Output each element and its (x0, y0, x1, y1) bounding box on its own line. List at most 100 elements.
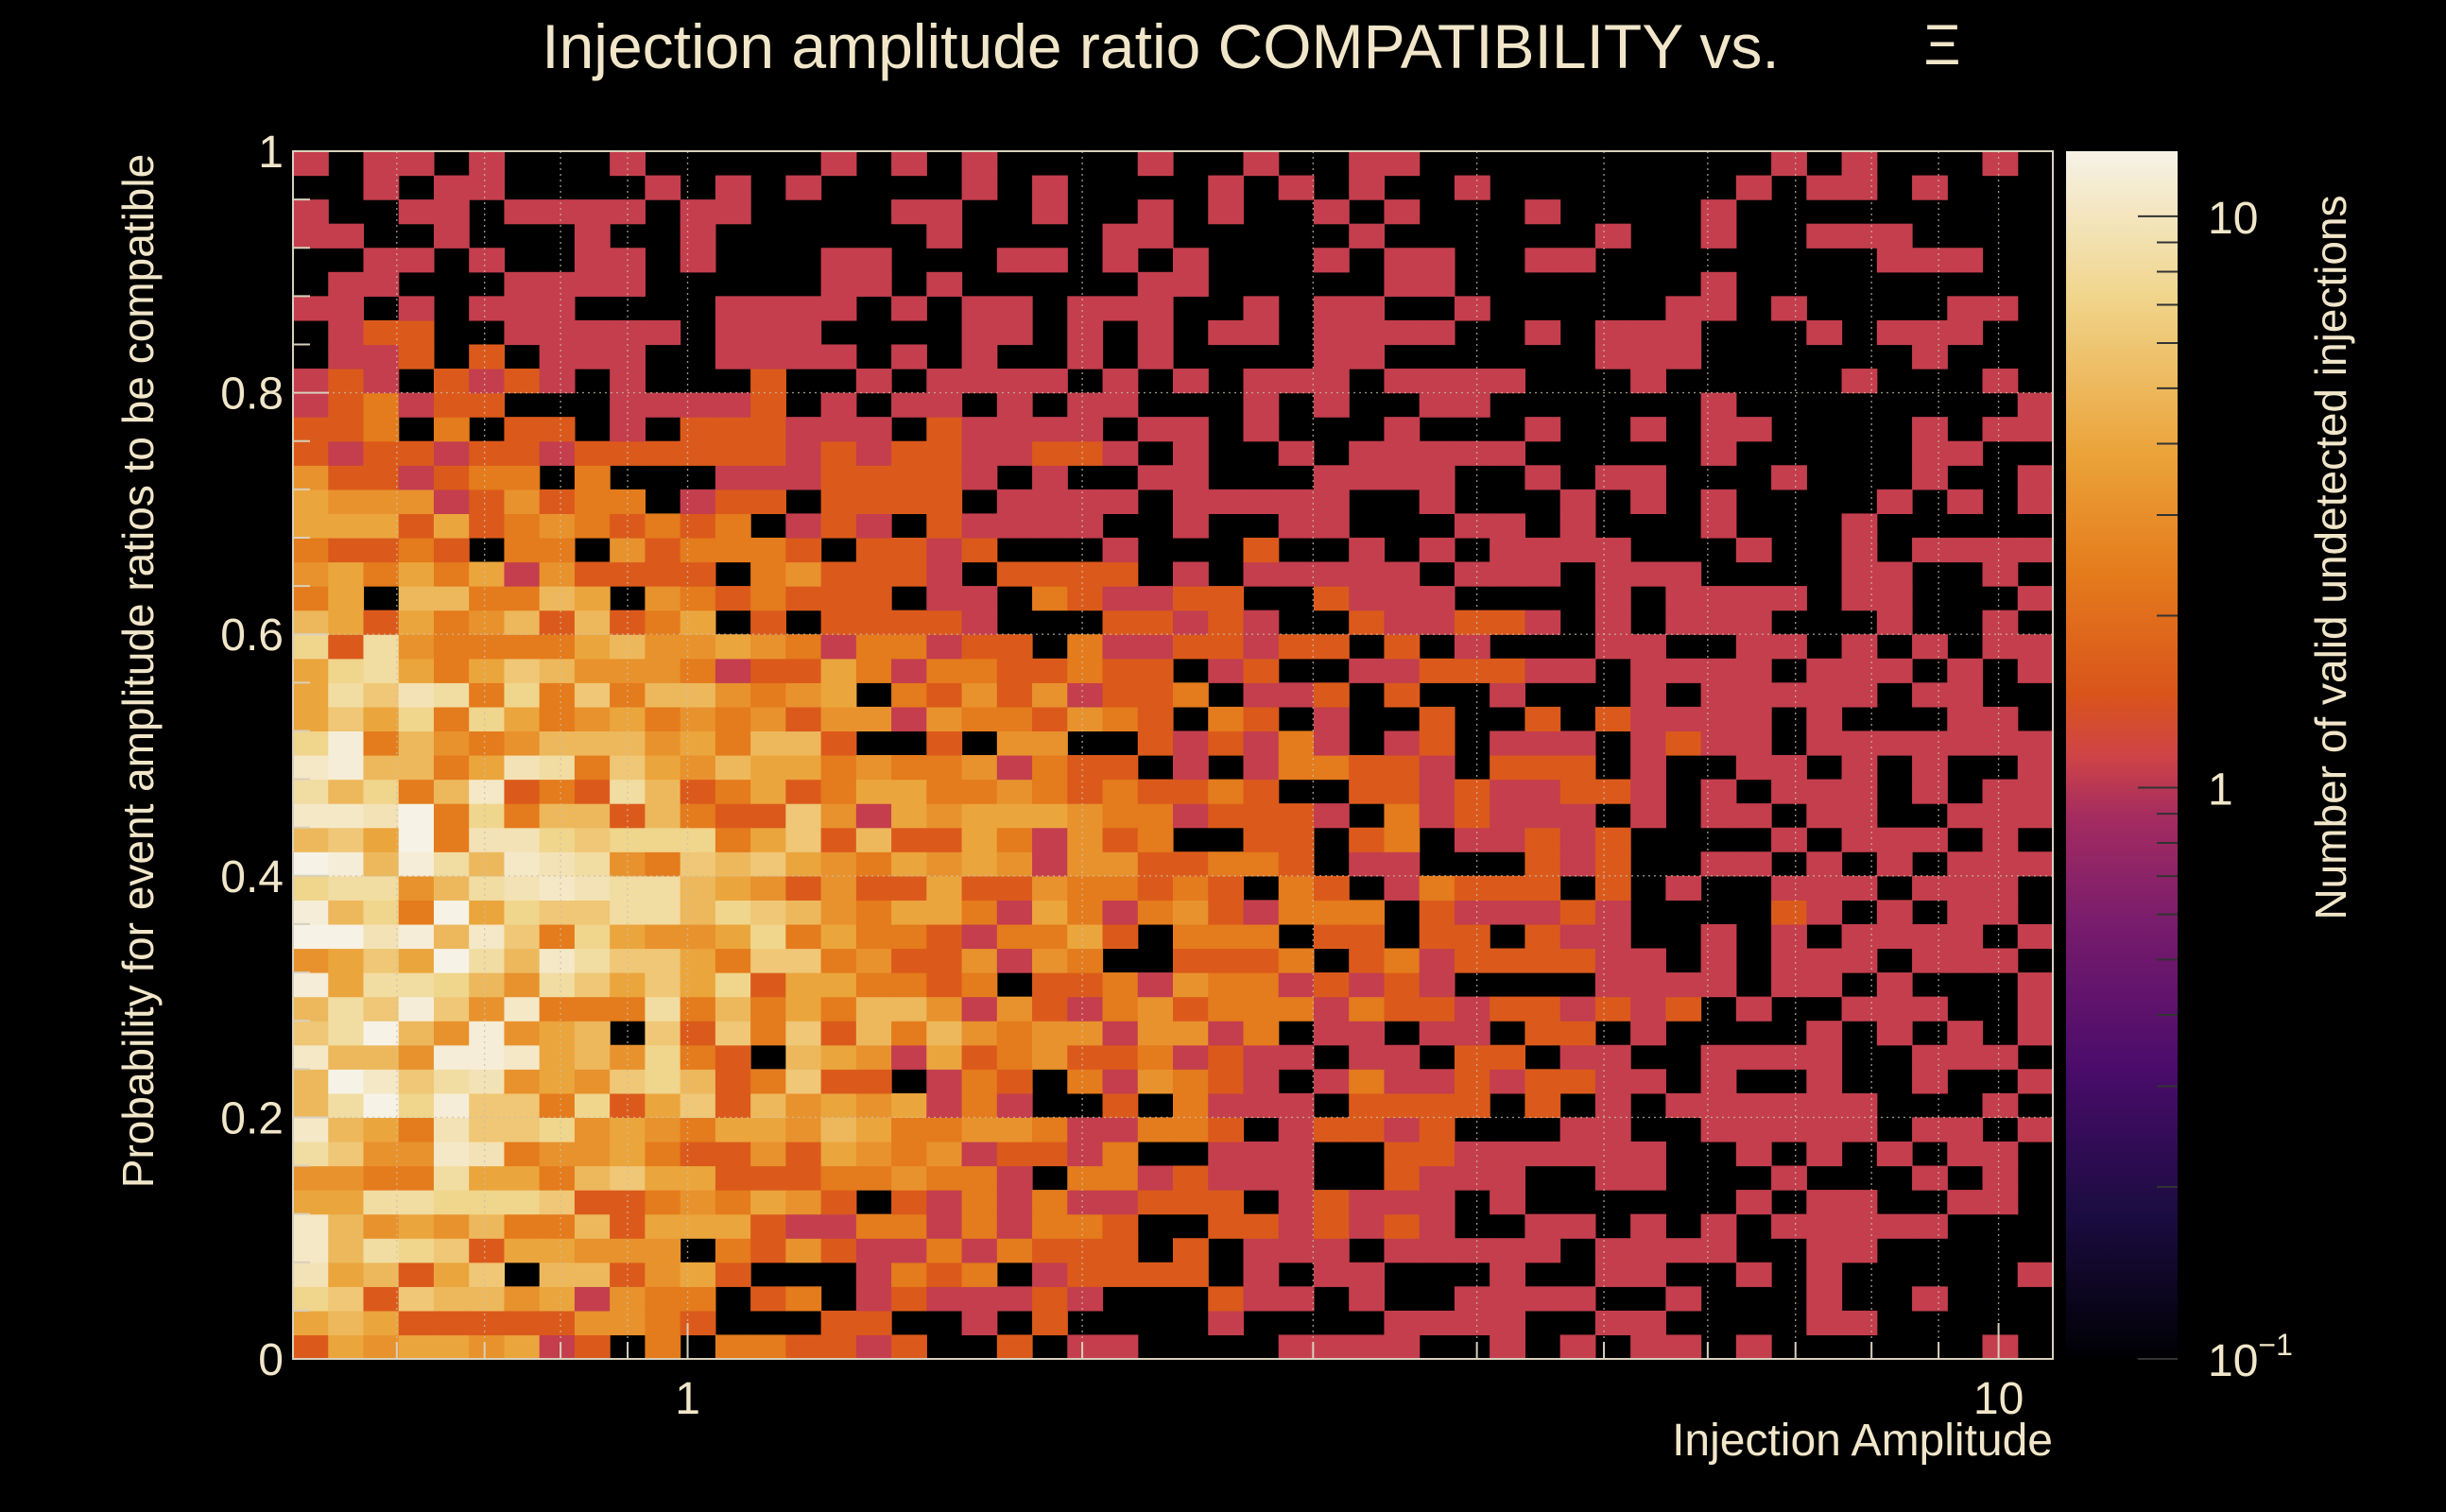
heatmap-bin (715, 1165, 751, 1191)
heatmap-bin (1102, 392, 1139, 418)
heatmap-bin (398, 755, 435, 781)
heatmap-bin (1982, 417, 2019, 442)
heatmap-bin (645, 682, 681, 708)
heatmap-bin (1349, 561, 1386, 587)
heatmap-bin (539, 271, 576, 297)
heatmap-bin (1278, 730, 1315, 756)
heatmap-bin (1454, 1286, 1490, 1312)
heatmap-bin (926, 1141, 963, 1167)
heatmap-bin (1173, 803, 1209, 829)
heatmap-bin (961, 900, 998, 925)
heatmap-bin (1559, 1286, 1596, 1312)
heatmap-bin (1806, 1141, 1843, 1167)
heatmap-bin (715, 1213, 751, 1239)
heatmap-bin (855, 465, 892, 490)
heatmap-bin (328, 1117, 365, 1143)
heatmap-bin (961, 827, 998, 852)
heatmap-bin (1419, 319, 1456, 346)
heatmap-bin (891, 1117, 927, 1143)
heatmap-bin (645, 1069, 681, 1094)
heatmap-bin (1559, 1117, 1596, 1143)
heatmap-bin (1349, 1213, 1386, 1239)
heatmap-bin (1278, 755, 1315, 781)
heatmap-bin (363, 610, 400, 635)
heatmap-bin (1102, 369, 1139, 394)
heatmap-bin (1947, 1044, 1984, 1070)
heatmap-bin (785, 296, 822, 321)
heatmap-bin (1594, 827, 1631, 852)
heatmap-bin (750, 827, 786, 852)
heatmap-bin (1419, 586, 1456, 611)
heatmap-bin (926, 537, 963, 563)
heatmap-bin (1137, 1044, 1174, 1070)
heatmap-bin (328, 803, 365, 829)
heatmap-bin (1982, 706, 2019, 732)
heatmap-bin (891, 779, 927, 804)
heatmap-bin (363, 1021, 400, 1046)
heatmap-bin (715, 1141, 751, 1167)
heatmap-bin (1173, 1069, 1209, 1094)
heatmap-bin (1982, 610, 2019, 635)
heatmap-bin (715, 996, 751, 1022)
heatmap-bin (891, 1286, 927, 1312)
heatmap-bin (1102, 1141, 1139, 1167)
heatmap-bin (504, 923, 541, 950)
heatmap-bin (1771, 682, 1807, 708)
heatmap-bin (1208, 1213, 1245, 1239)
heatmap-bin (1982, 803, 2019, 829)
heatmap-bin (1559, 1021, 1596, 1046)
heatmap-bin (1454, 513, 1490, 539)
heatmap-bin (328, 586, 365, 611)
heatmap-bin (1243, 296, 1280, 321)
heatmap-bin (855, 1262, 892, 1287)
heatmap-bin (539, 948, 576, 973)
heatmap-bin (715, 199, 751, 225)
heatmap-bin (750, 440, 786, 466)
heatmap-bin (715, 730, 751, 756)
heatmap-bin (1876, 610, 1913, 635)
heatmap-bin (1524, 537, 1561, 563)
heatmap-bin (855, 369, 892, 394)
heatmap-bin (715, 417, 751, 442)
heatmap-bin (680, 779, 716, 804)
heatmap-bin (504, 465, 541, 490)
heatmap-bin (926, 465, 963, 490)
heatmap-bin (1173, 948, 1209, 973)
heatmap-bin (1313, 199, 1350, 225)
heatmap-bin (469, 561, 506, 587)
heatmap-bin (539, 1165, 576, 1191)
heatmap-bin (961, 1262, 998, 1287)
heatmap-bin (926, 875, 963, 901)
heatmap-bin (1947, 319, 1984, 346)
heatmap-bin (1243, 827, 1280, 852)
heatmap-bin (1349, 996, 1386, 1022)
heatmap-bin (539, 1069, 576, 1094)
heatmap-bin (715, 175, 751, 200)
heatmap-bin (1700, 1092, 1737, 1118)
heatmap-bin (1665, 344, 1702, 369)
heatmap-bin (1419, 803, 1456, 829)
heatmap-bin (961, 1165, 998, 1191)
heatmap-bin (996, 682, 1033, 708)
heatmap-bin (996, 248, 1033, 273)
heatmap-bin (1208, 923, 1245, 950)
heatmap-bin (1735, 1141, 1772, 1167)
heatmap-bin (1594, 1141, 1631, 1167)
heatmap-bin (1032, 948, 1068, 973)
heatmap-bin (293, 1213, 329, 1239)
heatmap-bin (680, 996, 716, 1022)
heatmap-bin (926, 923, 963, 950)
heatmap-bin (926, 972, 963, 998)
heatmap-bin (1208, 1044, 1245, 1070)
heatmap-bin (504, 1044, 541, 1070)
heatmap-bin (1630, 1310, 1666, 1336)
heatmap-bin (1032, 1238, 1068, 1263)
heatmap-bin (433, 1262, 470, 1287)
heatmap-bin (469, 1117, 506, 1143)
heatmap-bin (1559, 851, 1596, 877)
heatmap-bin (433, 1141, 470, 1167)
heatmap-bin (1665, 972, 1702, 998)
heatmap-bin (1982, 730, 2019, 756)
heatmap-bin (1771, 1213, 1807, 1239)
heatmap-bin (996, 392, 1033, 418)
